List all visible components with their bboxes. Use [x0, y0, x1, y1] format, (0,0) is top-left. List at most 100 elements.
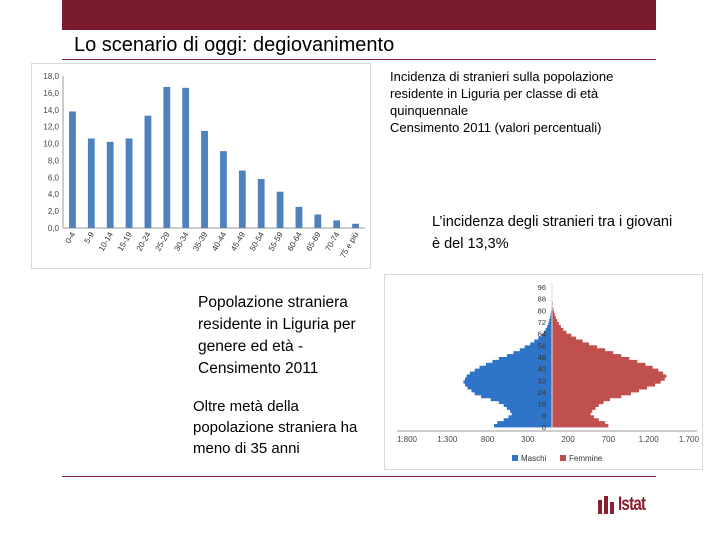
pyramid-chart-panel: 96 88 80 72 64 56 48 40 32 24 16 8 0 1.800 1.300 800 300… [384, 274, 703, 470]
male-age-bar [510, 409, 552, 413]
age-tick-label: 32 [538, 376, 546, 385]
male-age-bar [471, 389, 552, 393]
x-tick-label: 70-74 [323, 230, 341, 253]
female-age-bar [552, 333, 572, 337]
age-bar [314, 214, 322, 228]
female-age-bar [552, 383, 656, 387]
half-under-35-note: Oltre metà della popolazione straniera h… [193, 398, 358, 457]
female-age-bar [552, 394, 622, 399]
male-age-bar [524, 345, 552, 349]
female-age-bar [552, 324, 561, 329]
x-tick-label: 55-59 [267, 230, 285, 253]
female-age-bar [552, 345, 598, 349]
male-age-bar [498, 357, 552, 361]
female-age-bar [552, 377, 665, 381]
x-tick-label: 1.300 [437, 435, 458, 444]
female-age-bar [552, 327, 564, 332]
age-tick-label: 64 [538, 330, 546, 339]
legend-female-swatch [560, 455, 566, 461]
istat-logo-text: Istat [618, 494, 646, 515]
y-tick-label: 8,0 [48, 156, 60, 165]
female-age-bar [552, 307, 554, 311]
youth-share-note: L’incidenza degli stranieri tra i giovan… [432, 214, 673, 252]
caption-line: residente in Liguria per classe di età [390, 86, 599, 101]
age-tick-label: 88 [538, 295, 546, 304]
top-banner [62, 0, 656, 30]
female-age-bar [552, 374, 667, 378]
slide-title: Lo scenario di oggi: degiovanimento [74, 34, 395, 56]
age-bar [352, 223, 359, 228]
x-tick-label: 1.700 [679, 435, 700, 444]
age-bar [69, 111, 76, 228]
y-tick-label: 12,0 [43, 123, 59, 132]
x-tick-label: 0-4 [64, 230, 78, 245]
female-age-bar [552, 365, 653, 370]
age-bar [257, 179, 265, 228]
female-age-bar [552, 319, 558, 323]
male-age-bar [498, 400, 552, 405]
female-age-bar [552, 400, 604, 405]
x-tick-label: 1.200 [639, 435, 660, 444]
female-age-bar [552, 322, 559, 326]
female-age-bar [552, 339, 583, 343]
male-age-bar [492, 359, 552, 364]
age-bar [125, 138, 133, 228]
female-age-bar [552, 348, 606, 352]
male-age-bar [534, 339, 552, 343]
male-age-bar [465, 383, 552, 387]
male-age-bar [541, 333, 552, 337]
x-tick-label: 700 [602, 435, 616, 444]
y-tick-label: 4,0 [48, 190, 60, 199]
x-tick-label: 25-29 [154, 230, 172, 253]
female-age-bar [552, 354, 622, 358]
female-age-bar [552, 406, 596, 410]
legend-male-label: Maschi [521, 454, 547, 463]
female-age-bar [552, 389, 639, 393]
female-age-bar [552, 397, 610, 402]
male-age-bar [465, 377, 552, 381]
bar-chart-caption: Incidenza di stranieri sulla popolazione… [390, 68, 690, 136]
male-age-bar [474, 368, 552, 372]
caption-line: quinquennale [390, 103, 469, 118]
female-age-bar [552, 351, 614, 355]
female-age-bar [552, 380, 661, 384]
x-tick-label: 300 [521, 435, 535, 444]
x-tick-label: 5-9 [82, 230, 96, 245]
age-tick-label: 16 [538, 400, 546, 409]
age-bar [295, 206, 303, 228]
caption-line: Censimento 2011 (valori percentuali) [390, 120, 602, 135]
x-tick-label: 10-14 [97, 230, 115, 253]
female-age-bar [552, 362, 646, 367]
male-age-bar [511, 412, 552, 416]
x-tick-label: 200 [561, 435, 575, 444]
female-age-bar [552, 403, 599, 407]
title-divider [62, 59, 656, 60]
female-age-bar [552, 421, 606, 425]
female-age-bar [552, 415, 594, 419]
age-bar [106, 141, 114, 228]
male-age-bar [530, 342, 552, 346]
male-age-bar [545, 327, 552, 332]
male-age-bar [485, 362, 552, 367]
age-tick-label: 40 [538, 365, 546, 374]
male-age-bar [547, 324, 552, 329]
male-age-bar [479, 365, 552, 370]
x-tick-label: 30-34 [172, 230, 190, 253]
female-age-bar [552, 412, 591, 416]
female-age-bar [552, 386, 648, 390]
female-age-bar [552, 336, 577, 340]
female-age-bar [552, 342, 590, 346]
age-tick-label: 8 [542, 411, 546, 420]
x-tick-label: 35-39 [191, 230, 209, 253]
x-tick-label: 60-64 [286, 230, 304, 253]
male-age-bar [481, 394, 552, 399]
female-age-bar [552, 418, 599, 422]
pyramid-caption: Popolazione straniera residente in Ligur… [198, 294, 356, 377]
istat-logo: Istat [598, 494, 652, 516]
male-age-bar [503, 403, 552, 407]
age-bar [220, 151, 227, 228]
x-tick-label: 45-49 [229, 230, 247, 253]
female-age-bar [552, 316, 556, 320]
y-tick-label: 0,0 [48, 224, 60, 233]
